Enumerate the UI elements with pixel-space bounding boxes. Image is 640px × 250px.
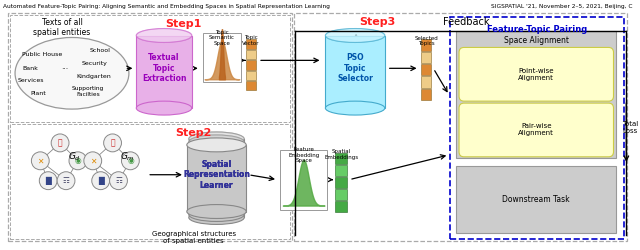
Text: Downstream Task: Downstream Task — [502, 195, 570, 204]
Text: Pair-wise
Alignment: Pair-wise Alignment — [518, 124, 554, 136]
Text: Spatial
Representation
Learner: Spatial Representation Learner — [183, 160, 250, 190]
Text: Topic
Vector: Topic Vector — [243, 36, 260, 46]
Text: Spatial
Representation
Learner: Spatial Representation Learner — [183, 160, 250, 190]
Text: Selected
Topics: Selected Topics — [415, 36, 438, 46]
Text: Supporting
Facilties: Supporting Facilties — [72, 86, 104, 97]
Circle shape — [122, 152, 140, 170]
FancyBboxPatch shape — [246, 81, 256, 90]
Ellipse shape — [189, 210, 244, 224]
Text: School: School — [89, 48, 110, 54]
FancyBboxPatch shape — [189, 142, 244, 214]
FancyBboxPatch shape — [456, 166, 616, 234]
Ellipse shape — [325, 101, 385, 115]
Text: ✕: ✕ — [37, 156, 44, 165]
FancyBboxPatch shape — [335, 165, 347, 176]
Ellipse shape — [189, 132, 244, 146]
Text: Total
Loss: Total Loss — [622, 122, 639, 134]
FancyBboxPatch shape — [189, 139, 244, 218]
Ellipse shape — [325, 28, 385, 42]
Circle shape — [92, 172, 109, 190]
Text: ☶: ☶ — [63, 176, 70, 185]
Text: ◉: ◉ — [127, 156, 134, 165]
Circle shape — [104, 134, 122, 152]
FancyBboxPatch shape — [136, 36, 192, 108]
Text: Bank: Bank — [22, 66, 38, 71]
FancyBboxPatch shape — [246, 40, 256, 49]
Text: Point-wise
Alignment: Point-wise Alignment — [518, 68, 554, 81]
FancyBboxPatch shape — [246, 60, 256, 70]
Text: █: █ — [45, 176, 51, 185]
Text: █: █ — [98, 176, 104, 185]
Circle shape — [57, 172, 75, 190]
Circle shape — [84, 152, 102, 170]
Text: Services: Services — [17, 78, 44, 83]
Text: ...: ... — [61, 62, 68, 71]
FancyBboxPatch shape — [187, 145, 246, 212]
Text: Public House: Public House — [22, 52, 62, 58]
FancyBboxPatch shape — [203, 32, 241, 82]
Text: PSO
Topic
Selector: PSO Topic Selector — [337, 54, 373, 83]
Circle shape — [109, 172, 127, 190]
Ellipse shape — [136, 28, 192, 42]
Ellipse shape — [189, 135, 244, 149]
Text: Step3: Step3 — [359, 16, 395, 26]
Ellipse shape — [325, 28, 385, 42]
Circle shape — [69, 152, 87, 170]
FancyBboxPatch shape — [246, 50, 256, 59]
FancyBboxPatch shape — [280, 150, 328, 210]
Text: ⛪: ⛪ — [58, 138, 63, 147]
FancyBboxPatch shape — [459, 103, 614, 157]
Text: Kindgarten: Kindgarten — [76, 74, 111, 79]
Text: Spatial
Representation
Learner: Spatial Representation Learner — [183, 160, 250, 190]
Text: $G_m$: $G_m$ — [120, 150, 135, 163]
FancyBboxPatch shape — [421, 40, 431, 51]
Text: Feedback: Feedback — [443, 16, 489, 26]
Ellipse shape — [189, 135, 244, 149]
Text: Textual
Topic
Extraction: Textual Topic Extraction — [142, 54, 186, 83]
Text: Geographical structures
of spatial entities: Geographical structures of spatial entit… — [152, 232, 236, 244]
FancyBboxPatch shape — [335, 201, 347, 211]
FancyBboxPatch shape — [335, 177, 347, 188]
Ellipse shape — [187, 138, 246, 152]
Text: SIGSPATIAL '21, November 2–5, 2021, Beijing, C: SIGSPATIAL '21, November 2–5, 2021, Beij… — [491, 4, 632, 9]
FancyBboxPatch shape — [246, 70, 256, 80]
FancyBboxPatch shape — [421, 52, 431, 63]
Text: Step2: Step2 — [175, 128, 212, 138]
Ellipse shape — [189, 208, 244, 222]
Text: Step1: Step1 — [166, 18, 202, 28]
FancyBboxPatch shape — [459, 48, 614, 101]
Text: Spatial
Embeddings: Spatial Embeddings — [324, 149, 358, 160]
Text: Space Alignment: Space Alignment — [504, 36, 569, 46]
FancyBboxPatch shape — [421, 64, 431, 76]
Text: Feature-Topic Pairing: Feature-Topic Pairing — [487, 24, 588, 34]
Ellipse shape — [136, 28, 192, 42]
Text: Plant: Plant — [31, 91, 46, 96]
Ellipse shape — [136, 101, 192, 115]
Text: ◉: ◉ — [75, 156, 81, 165]
Ellipse shape — [189, 132, 244, 146]
Text: ⛪: ⛪ — [110, 138, 115, 147]
Ellipse shape — [15, 38, 129, 109]
Ellipse shape — [464, 52, 609, 96]
Text: Topic
Semantic
Space: Topic Semantic Space — [209, 30, 235, 46]
Circle shape — [39, 172, 57, 190]
Ellipse shape — [187, 204, 246, 218]
Text: Texts of all
spatial entities: Texts of all spatial entities — [33, 18, 91, 37]
Text: Automated Feature-Topic Pairing: Aligning Semantic and Embedding Spaces in Spati: Automated Feature-Topic Pairing: Alignin… — [3, 4, 330, 9]
FancyBboxPatch shape — [456, 30, 616, 158]
FancyBboxPatch shape — [335, 189, 347, 200]
Text: Feature
Embedding
Space: Feature Embedding Space — [288, 147, 319, 164]
FancyBboxPatch shape — [421, 76, 431, 88]
Text: Security: Security — [82, 61, 108, 66]
FancyBboxPatch shape — [335, 153, 347, 164]
Circle shape — [51, 134, 69, 152]
Text: ☶: ☶ — [115, 176, 122, 185]
Circle shape — [31, 152, 49, 170]
FancyBboxPatch shape — [421, 89, 431, 100]
Text: $G_d$: $G_d$ — [68, 150, 81, 163]
Text: ✕: ✕ — [90, 156, 96, 165]
FancyBboxPatch shape — [325, 36, 385, 108]
